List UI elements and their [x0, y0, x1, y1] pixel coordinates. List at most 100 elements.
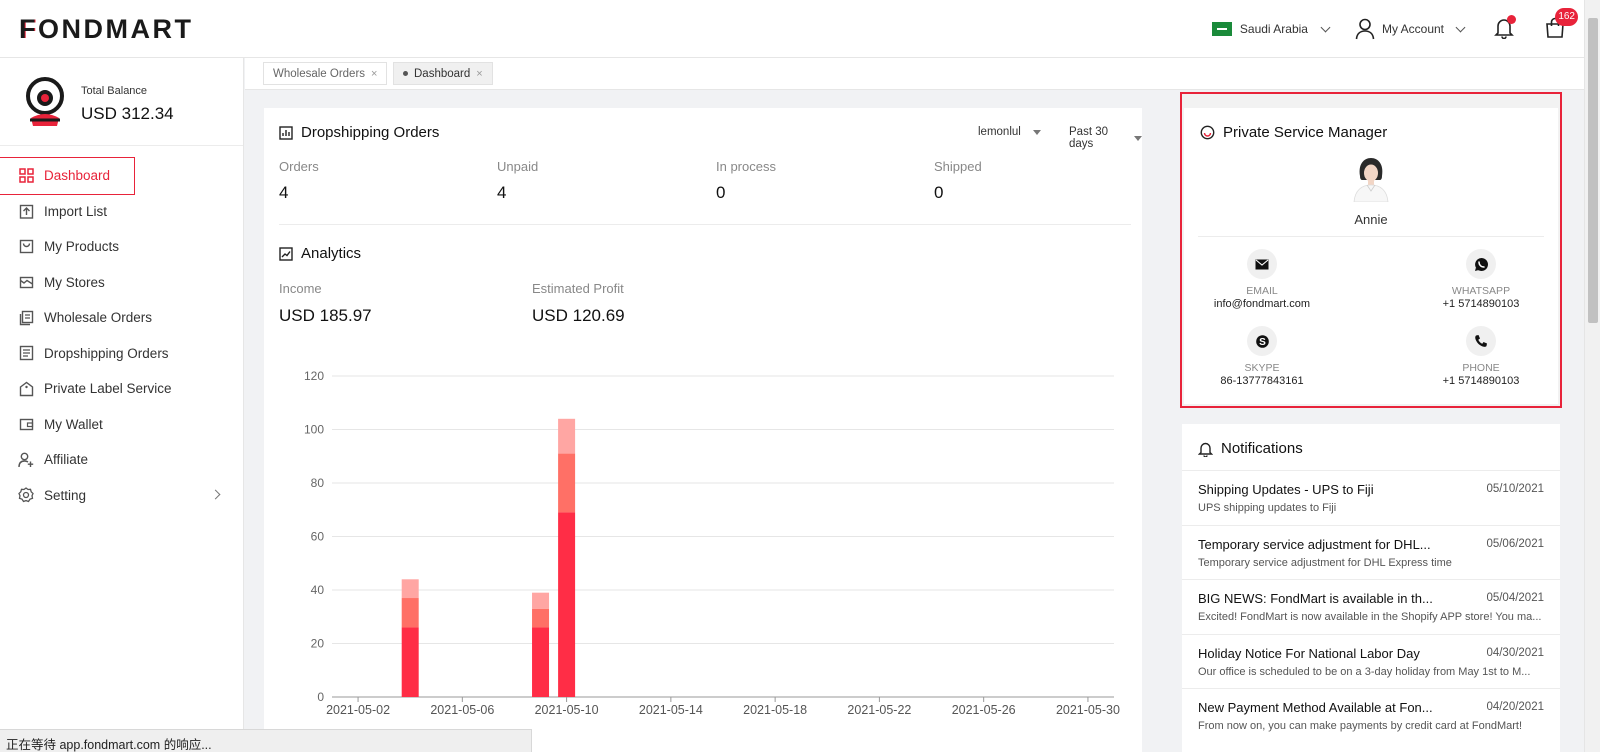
bar-segment [532, 608, 550, 628]
sidebar-nav: Dashboard Import List My Products My Sto… [0, 157, 243, 514]
affiliate-icon [18, 452, 34, 468]
mail-icon [1247, 249, 1277, 279]
range-select[interactable]: Past 30 days [1069, 126, 1142, 150]
profit-label: Estimated Profit [532, 281, 624, 296]
bar-segment [558, 453, 576, 513]
contact-label: EMAIL [1246, 285, 1278, 297]
bell-icon [1494, 18, 1514, 39]
stat-value-orders: 4 [279, 183, 289, 202]
bar-segment [532, 592, 550, 609]
contact-label: WHATSAPP [1451, 285, 1511, 297]
psm-card: Private Service Manager Annie EMAIL info… [1184, 108, 1558, 404]
caret-down-icon [1032, 129, 1041, 135]
sidebar-item-dropshipping-orders[interactable]: Dropshipping Orders [0, 336, 243, 372]
tab-dashboard[interactable]: Dashboard × [393, 62, 493, 85]
bar-segment [401, 598, 419, 628]
notification-dot [1507, 14, 1516, 24]
scrollbar-thumb[interactable] [1588, 18, 1598, 323]
tab-wholesale-orders[interactable]: Wholesale Orders × [263, 62, 388, 85]
saudi-flag-icon [1211, 22, 1232, 36]
notification-item[interactable]: Holiday Notice For National Labor Day 04… [1182, 633, 1560, 689]
notification-date: 05/06/2021 [1486, 537, 1544, 550]
notification-bell[interactable] [1494, 14, 1516, 42]
y-tick-label: 20 [311, 637, 325, 651]
top-bar: FFONDMART Saudi Arabia My Account 162 [0, 0, 1584, 58]
notification-date: 04/30/2021 [1486, 646, 1544, 659]
caret-down-icon [1134, 135, 1142, 141]
sidebar-item-label: Dashboard [44, 168, 111, 184]
dashboard-main-card: Dropshipping Orders lemonlul Past 30 day… [264, 108, 1142, 752]
notification-item[interactable]: Temporary service adjustment for DHL... … [1182, 524, 1560, 580]
stat-label-orders: Orders [279, 159, 319, 174]
y-tick-label: 100 [304, 423, 324, 437]
sidebar-item-private-label-service[interactable]: Private Label Service [0, 371, 243, 407]
notification-title: New Payment Method Available at Fon... [1198, 700, 1433, 715]
account-menu[interactable]: My Account [1355, 18, 1466, 40]
psm-divider [1198, 236, 1544, 237]
contact-email[interactable]: EMAIL info@fondmart.com [1192, 249, 1332, 310]
sidebar-item-import-list[interactable]: Import List [0, 194, 243, 230]
country-selector[interactable]: Saudi Arabia [1211, 22, 1331, 36]
account-label: My Account [1381, 22, 1444, 36]
page-tabs: Wholesale Orders × Dashboard × [245, 58, 1584, 90]
contact-label: PHONE [1462, 362, 1500, 374]
analytics-title-text: Analytics [301, 245, 362, 262]
notifications-panel: Notifications Shipping Updates - UPS to … [1182, 424, 1560, 752]
y-tick-label: 0 [317, 690, 324, 704]
sidebar-item-my-stores[interactable]: My Stores [0, 265, 243, 301]
top-right-controls: Saudi Arabia My Account 162 [1211, 0, 1578, 58]
store-select[interactable]: lemonlul [978, 126, 1041, 138]
stat-label-shipped: Shipped [934, 159, 982, 174]
notification-date: 04/20/2021 [1486, 701, 1544, 713]
sidebar-item-my-wallet[interactable]: My Wallet [0, 407, 243, 443]
contact-value: info@fondmart.com [1213, 298, 1311, 310]
contact-value: +1 5714890103 [1442, 298, 1520, 310]
notification-item[interactable]: BIG NEWS: FondMart is available in th...… [1182, 579, 1560, 634]
close-icon[interactable]: × [371, 67, 378, 80]
sidebar-item-affiliate[interactable]: Affiliate [0, 442, 243, 478]
sidebar-item-wholesale-orders[interactable]: Wholesale Orders [0, 300, 243, 336]
contact-label: SKYPE [1244, 362, 1280, 374]
stat-value-shipped: 0 [934, 183, 944, 202]
sidebar-item-dashboard[interactable]: Dashboard [0, 157, 135, 195]
import-icon [18, 203, 34, 219]
skype-icon: S [1247, 326, 1277, 356]
sidebar-item-label: My Stores [44, 274, 105, 290]
manager-photo [1353, 158, 1389, 202]
contact-phone[interactable]: PHONE +1 5714890103 [1411, 326, 1551, 387]
notification-date: 05/10/2021 [1486, 483, 1544, 495]
notification-item[interactable]: Shipping Updates - UPS to Fiji 05/10/202… [1182, 470, 1560, 525]
wholesale-icon [18, 310, 34, 326]
notifications-list: Shipping Updates - UPS to Fiji 05/10/202… [1182, 470, 1560, 743]
profit-value: USD 120.69 [532, 306, 625, 325]
chevron-right-icon [210, 489, 221, 499]
x-tick-label: 2021-05-18 [743, 703, 807, 717]
whatsapp-icon [1466, 249, 1496, 279]
sidebar-item-label: Private Label Service [44, 381, 172, 397]
notification-desc: Temporary service adjustment for DHL Exp… [1198, 556, 1452, 569]
sidebar-item-my-products[interactable]: My Products [0, 229, 243, 265]
logo[interactable]: FFONDMART [19, 14, 193, 45]
psm-title-text: Private Service Manager [1223, 124, 1388, 141]
x-tick-label: 2021-05-02 [326, 703, 390, 717]
page-scrollbar[interactable] [1584, 0, 1600, 752]
sidebar-item-label: Affiliate [44, 452, 89, 468]
user-icon [1355, 18, 1375, 40]
notification-desc: UPS shipping updates to Fiji [1198, 502, 1337, 514]
logo-mark: F [20, 14, 39, 44]
contact-whatsapp[interactable]: WHATSAPP +1 5714890103 [1411, 249, 1551, 310]
notification-desc: Our office is scheduled to be on a 3-day… [1198, 665, 1531, 678]
sidebar-item-setting[interactable]: Setting [0, 478, 243, 514]
stat-label-unpaid: Unpaid [497, 159, 539, 174]
sidebar-item-label: Setting [44, 487, 87, 503]
notification-item[interactable]: New Payment Method Available at Fon... 0… [1182, 688, 1560, 743]
cart-button[interactable]: 162 [1544, 7, 1578, 42]
sidebar-item-label: Wholesale Orders [44, 310, 153, 326]
chevron-down-icon [1320, 22, 1331, 32]
bell-icon [1198, 442, 1213, 457]
y-tick-label: 60 [311, 530, 325, 544]
tab-label: Wholesale Orders [273, 67, 366, 80]
close-icon[interactable]: × [476, 67, 483, 80]
contact-skype[interactable]: S SKYPE 86-13777843161 [1192, 326, 1332, 387]
notifications-title-text: Notifications [1221, 440, 1303, 457]
